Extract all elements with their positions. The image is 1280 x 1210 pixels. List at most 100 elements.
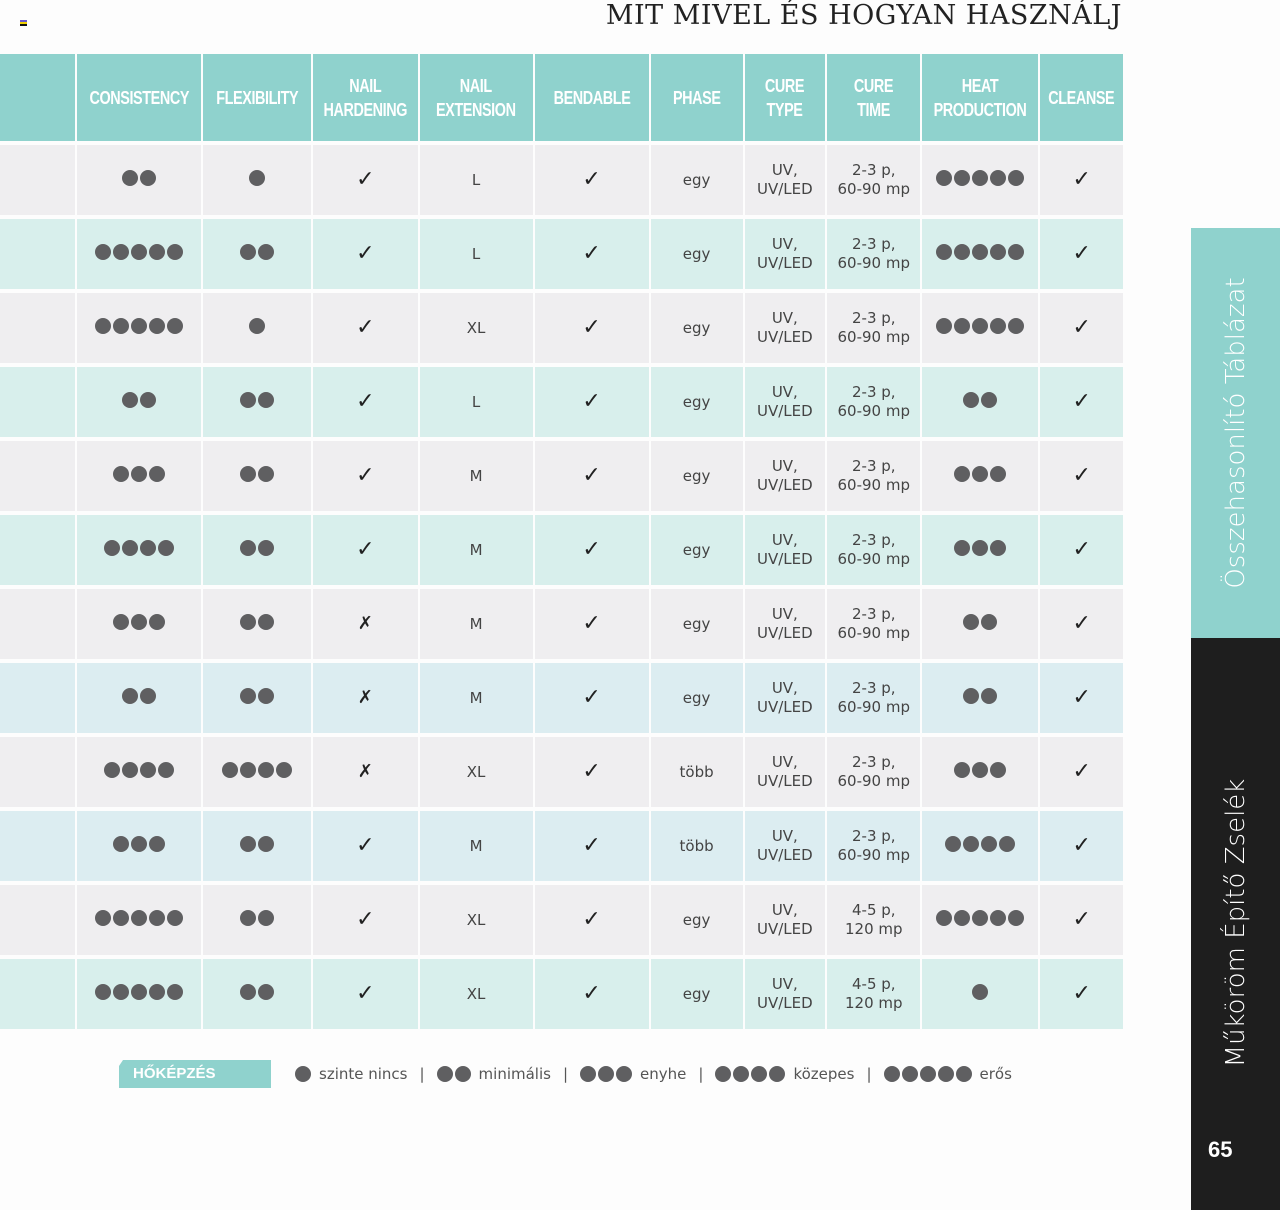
side-tab-chapter: Műköröm Építő Zselék	[1191, 638, 1280, 1210]
column-header: CONSISTENCY	[76, 54, 202, 141]
dot	[240, 243, 257, 260]
header-row: CONSISTENCY FLEXIBILITY NAIL HARDENING NAIL…	[0, 54, 1123, 141]
phase-cell: egy	[650, 219, 743, 289]
cure_time-cell: 2-3 p, 60-90 mp	[827, 219, 921, 289]
table-row: ✗ XL ✓ több UV, UV/LED 2-3 p, 60-90 mp ✓	[0, 737, 1123, 807]
bendable-cell: ✓	[534, 145, 649, 215]
cure_type-cell: UV, UV/LED	[744, 293, 826, 363]
dot	[972, 169, 989, 186]
phase-text: egy	[682, 244, 711, 263]
column-header-label: NAIL HARDENING	[323, 75, 408, 120]
bendable-cell: ✓	[534, 515, 649, 585]
column-header-label: PHASE	[672, 87, 721, 108]
dot	[240, 391, 257, 408]
cure_type-cell: UV, UV/LED	[744, 737, 826, 807]
rating-dots	[112, 465, 165, 482]
extension-text: XL	[466, 318, 486, 337]
cure_type-cell: UV, UV/LED	[744, 441, 826, 511]
product-cell	[0, 441, 75, 511]
heat-cell	[922, 441, 1039, 511]
dot	[258, 613, 275, 630]
dot	[769, 1066, 786, 1082]
check-icon: ✓	[1072, 906, 1091, 932]
column-header-label: CONSISTENCY	[89, 87, 189, 108]
dot	[436, 1066, 453, 1082]
dot	[112, 613, 129, 630]
cure_type-cell: UV, UV/LED	[744, 959, 826, 1029]
check-icon: ✓	[356, 240, 375, 266]
hardening-cell: ✓	[313, 885, 418, 955]
rating-dots	[94, 983, 183, 1000]
check-icon: ✓	[356, 980, 375, 1006]
cure_time-cell: 2-3 p, 60-90 mp	[827, 441, 921, 511]
cure_time-text: 4-5 p, 120 mp	[844, 975, 903, 1012]
cure_time-text: 2-3 p, 60-90 mp	[837, 235, 911, 272]
cure_time-text: 4-5 p, 120 mp	[844, 901, 903, 938]
phase-cell: egy	[650, 145, 743, 215]
rating-dots	[963, 687, 998, 704]
legend-label: szinte nincs	[319, 1065, 408, 1083]
check-icon: ✓	[582, 832, 601, 858]
table-row: ✓ L ✓ egy UV, UV/LED 2-3 p, 60-90 mp ✓	[0, 219, 1123, 289]
dot	[981, 613, 998, 630]
heat-cell	[922, 367, 1039, 437]
legend-tag: HŐKÉPZÉS	[119, 1060, 271, 1088]
phase-cell: több	[650, 811, 743, 881]
dot	[990, 243, 1007, 260]
hardening-cell: ✓	[313, 441, 418, 511]
bendable-cell: ✓	[534, 885, 649, 955]
legend-label: közepes	[793, 1065, 855, 1083]
bendable-cell: ✓	[534, 811, 649, 881]
page-title: MIT MIVEL ÉS HOGYAN HASZNÁLJ	[605, 0, 1122, 31]
consistency-cell	[76, 589, 202, 659]
cure_time-text: 2-3 p, 60-90 mp	[837, 309, 911, 346]
phase-text: egy	[682, 540, 711, 559]
dot	[103, 761, 120, 778]
phase-cell: egy	[650, 441, 743, 511]
cleanse-cell: ✓	[1040, 959, 1123, 1029]
check-icon: ✓	[582, 536, 601, 562]
rating-dots	[121, 391, 156, 408]
extension-cell: M	[419, 663, 533, 733]
cure_type-text: UV, UV/LED	[756, 605, 813, 642]
cure_type-text: UV, UV/LED	[756, 679, 813, 716]
column-header	[0, 54, 75, 141]
extension-cell: M	[419, 515, 533, 585]
table-row: ✓ M ✓ több UV, UV/LED 2-3 p, 60-90 mp ✓	[0, 811, 1123, 881]
hardening-cell: ✗	[313, 737, 418, 807]
dot	[166, 317, 183, 334]
phase-cell: több	[650, 737, 743, 807]
cure_type-cell: UV, UV/LED	[744, 219, 826, 289]
hardening-cell: ✓	[313, 367, 418, 437]
cure_time-cell: 2-3 p, 60-90 mp	[827, 589, 921, 659]
rating-dots	[240, 391, 275, 408]
phase-text: több	[679, 836, 714, 855]
flexibility-cell	[203, 589, 312, 659]
table-row: ✗ M ✓ egy UV, UV/LED 2-3 p, 60-90 mp ✓	[0, 589, 1123, 659]
dot	[112, 835, 129, 852]
dot	[130, 243, 147, 260]
phase-text: egy	[682, 614, 711, 633]
cure_type-text: UV, UV/LED	[756, 309, 813, 346]
cure_time-cell: 2-3 p, 60-90 mp	[827, 663, 921, 733]
column-header: NAIL HARDENING	[313, 54, 418, 141]
dot	[139, 391, 156, 408]
flexibility-cell	[203, 219, 312, 289]
product-cell	[0, 367, 75, 437]
color-mark	[20, 20, 27, 26]
legend-separator: |	[698, 1065, 704, 1083]
dot	[955, 1066, 972, 1082]
dot	[94, 983, 111, 1000]
check-icon: ✓	[582, 758, 601, 784]
phase-cell: egy	[650, 885, 743, 955]
dot	[990, 169, 1007, 186]
extension-text: M	[469, 540, 483, 559]
extension-text: XL	[466, 762, 486, 781]
phase-cell: egy	[650, 589, 743, 659]
cure_type-cell: UV, UV/LED	[744, 885, 826, 955]
check-icon: ✓	[582, 610, 601, 636]
legend-separator: |	[866, 1065, 872, 1083]
phase-cell: egy	[650, 367, 743, 437]
extension-text: L	[471, 170, 481, 189]
column-header: NAIL EXTENSION	[419, 54, 533, 141]
